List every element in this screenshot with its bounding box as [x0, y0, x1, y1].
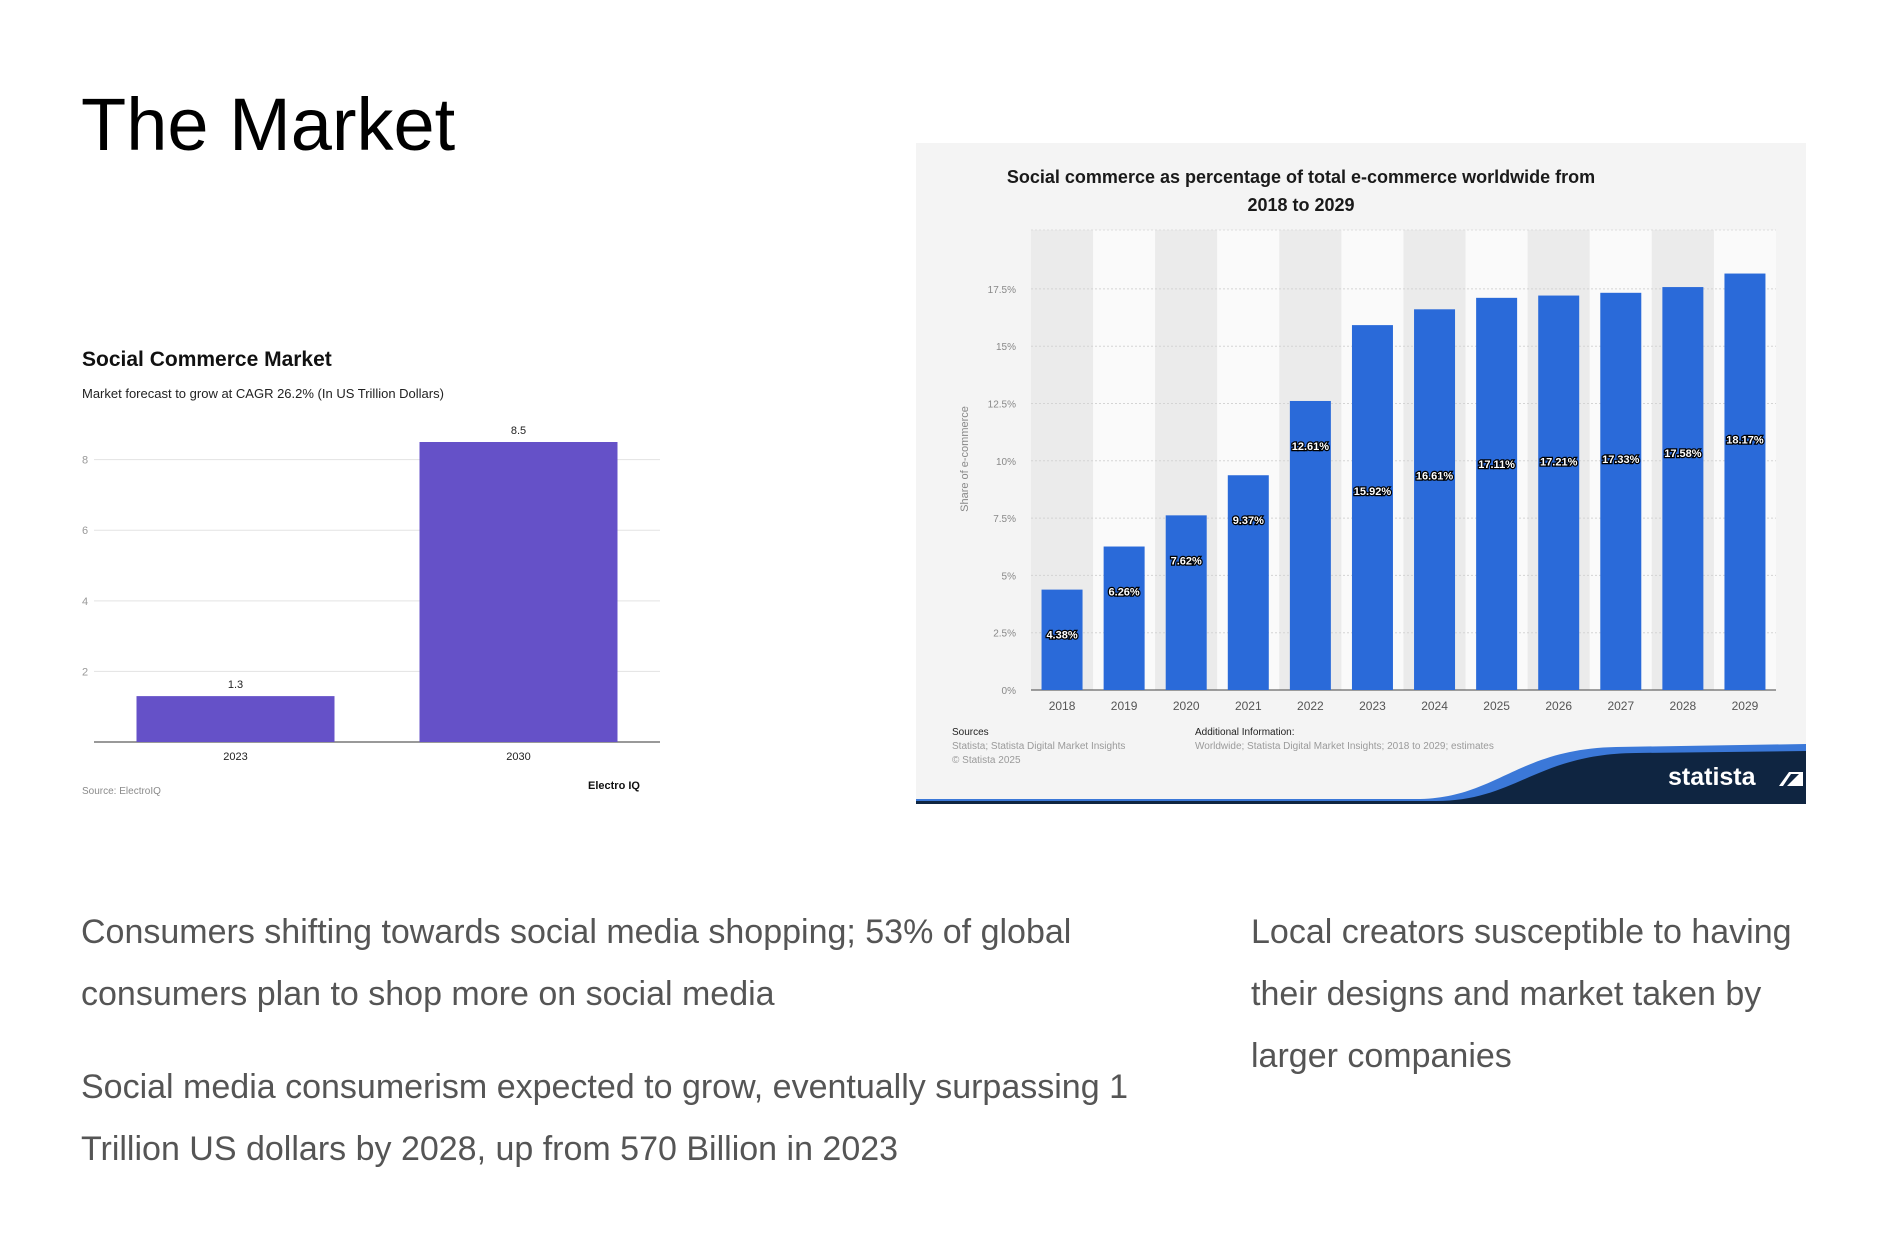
bar [1227, 475, 1269, 690]
bar [1600, 292, 1642, 690]
bar [136, 696, 335, 742]
data-label: 17.11% [1478, 459, 1515, 471]
y-axis-label: Share of e-commerce [959, 406, 971, 512]
x-tick-label: 2023 [223, 751, 247, 763]
y-tick-label: 2 [82, 666, 88, 678]
bar [1165, 515, 1207, 690]
bar [1351, 325, 1393, 690]
additional-info-block: Additional Information: Worldwide; Stati… [1195, 726, 1494, 754]
data-label: 7.62% [1171, 555, 1202, 567]
bar [1662, 287, 1704, 690]
statista-logo: statista [1668, 763, 1756, 791]
data-label: 8.5 [511, 425, 526, 437]
chart-title: Social commerce as percentage of total e… [1006, 167, 1596, 215]
data-label: 1.3 [228, 679, 243, 691]
paragraph-social-shopping: Consumers shifting towards social media … [81, 913, 1072, 1013]
y-tick-label: 0% [1002, 686, 1017, 697]
y-tick-label: 4 [82, 596, 88, 608]
x-tick-label: 2023 [1359, 699, 1386, 713]
x-tick-label: 2018 [1049, 699, 1076, 713]
bar [1476, 297, 1518, 690]
x-tick-label: 2022 [1297, 699, 1324, 713]
y-tick-label: 7.5% [993, 514, 1016, 525]
y-tick-label: 5% [1002, 571, 1017, 582]
statista-chart: Social commerce as percentage of total e… [916, 143, 1806, 804]
y-tick-label: 10% [996, 457, 1016, 468]
left-chart-plot: 2 4 6 8 1.3 2023 8.5 2030 [82, 425, 660, 763]
paragraph-local-creators: Local creators susceptible to having the… [1251, 913, 1792, 1075]
bar [1414, 309, 1456, 690]
y-tick-label: 6 [82, 525, 88, 537]
sources-heading: Sources [952, 727, 989, 738]
data-label: 17.33% [1602, 454, 1640, 466]
x-tick-label: 2021 [1235, 699, 1262, 713]
chart-source: Source: ElectroIQ [82, 786, 161, 797]
x-tick-label: 2019 [1111, 699, 1138, 713]
chart-title: Social Commerce Market [82, 348, 332, 371]
statista-banner [916, 744, 1806, 804]
data-label: 15.92% [1354, 486, 1392, 498]
data-label: 12.61% [1292, 441, 1330, 453]
y-tick-label: 8 [82, 455, 88, 467]
data-label: 6.26% [1109, 587, 1140, 599]
data-label: 17.58% [1664, 448, 1702, 460]
additional-info-heading: Additional Information: [1195, 727, 1295, 738]
data-label: 4.38% [1046, 630, 1077, 642]
bar [1041, 589, 1083, 690]
x-tick-label: 2020 [1173, 699, 1200, 713]
bar [1724, 273, 1766, 690]
x-tick-label: 2027 [1607, 699, 1634, 713]
data-label: 16.61% [1416, 470, 1454, 482]
electro-iq-logo: Electro IQ [588, 780, 640, 792]
x-tick-label: 2025 [1483, 699, 1510, 713]
paragraph-consumerism-growth: Social media consumerism expected to gro… [81, 1068, 1128, 1168]
bar [1289, 400, 1331, 690]
x-tick-label: 2026 [1545, 699, 1572, 713]
right-chart-plot: 0% 2.5% 5% 7.5% 10% 12.5% 15% 17.5% Share of e-c… [959, 229, 1776, 713]
statista-logo-icon [1779, 772, 1803, 786]
x-tick-label: 2030 [506, 751, 530, 763]
y-tick-label: 12.5% [988, 400, 1016, 411]
data-label: 18.17% [1726, 435, 1764, 447]
slide-title: The Market [81, 83, 456, 166]
y-tick-label: 2.5% [993, 629, 1016, 640]
x-tick-label: 2029 [1732, 699, 1759, 713]
bar [419, 442, 618, 742]
y-tick-label: 17.5% [988, 285, 1016, 296]
data-label: 9.37% [1233, 515, 1264, 527]
bar [1103, 546, 1145, 690]
data-label: 17.21% [1540, 457, 1578, 469]
x-tick-label: 2024 [1421, 699, 1448, 713]
additional-info-text: Worldwide; Statista Digital Market Insig… [1195, 741, 1494, 752]
bar [1538, 295, 1580, 690]
x-tick-label: 2028 [1670, 699, 1697, 713]
sources-line: © Statista 2025 [952, 755, 1021, 766]
sources-line: Statista; Statista Digital Market Insigh… [952, 741, 1126, 752]
y-tick-label: 15% [996, 342, 1016, 353]
chart-subtitle: Market forecast to grow at CAGR 26.2% (I… [82, 386, 444, 401]
sources-block: Sources Statista; Statista Digital Marke… [952, 726, 1125, 768]
social-commerce-market-chart: Social Commerce Market Market forecast t… [68, 340, 678, 810]
